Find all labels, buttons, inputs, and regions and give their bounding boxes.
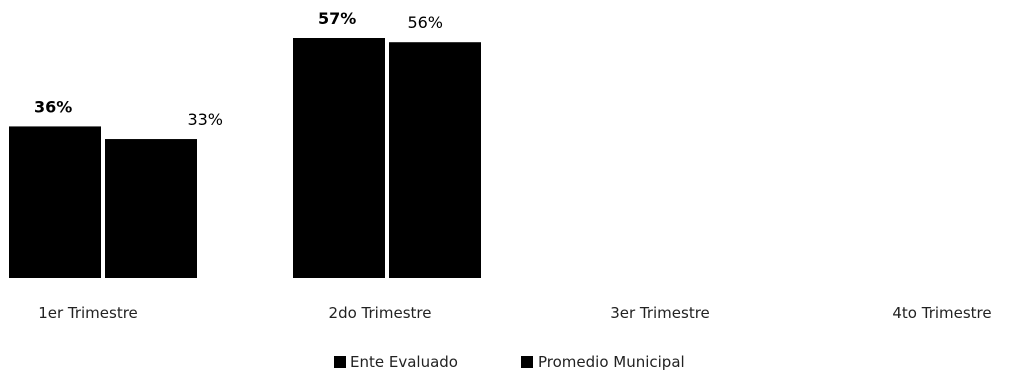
bar-promedio-municipal-2do-trimestre xyxy=(389,42,481,278)
bar-promedio-municipal-1er-trimestre xyxy=(105,139,197,278)
legend-label-ente-evaluado: Ente Evaluado xyxy=(350,353,458,371)
category-label-2do-trimestre: 2do Trimestre xyxy=(329,304,432,322)
category-label-1er-trimestre: 1er Trimestre xyxy=(38,304,138,322)
legend-swatch-promedio-municipal xyxy=(521,356,533,368)
category-label-4to-trimestre: 4to Trimestre xyxy=(892,304,991,322)
bar-ente-evaluado-2do-trimestre xyxy=(293,38,385,278)
category-labels-group: 1er Trimestre 2do Trimestre 3er Trimestre 4… xyxy=(38,304,991,322)
value-labels-group: 36% 33% 57% 56% xyxy=(34,9,443,129)
legend-swatch-ente-evaluado xyxy=(334,356,346,368)
bar-ente-evaluado-1er-trimestre xyxy=(9,126,101,278)
bars-group xyxy=(9,38,481,278)
legend-label-promedio-municipal: Promedio Municipal xyxy=(538,353,685,371)
value-label-promedio-municipal-1er-trimestre: 33% xyxy=(187,110,223,129)
value-label-ente-evaluado-2do-trimestre: 57% xyxy=(318,9,356,28)
value-label-promedio-municipal-2do-trimestre: 56% xyxy=(407,13,443,32)
value-label-ente-evaluado-1er-trimestre: 36% xyxy=(34,97,72,116)
legend: Ente Evaluado Promedio Municipal xyxy=(334,353,685,371)
category-label-3er-trimestre: 3er Trimestre xyxy=(610,304,710,322)
